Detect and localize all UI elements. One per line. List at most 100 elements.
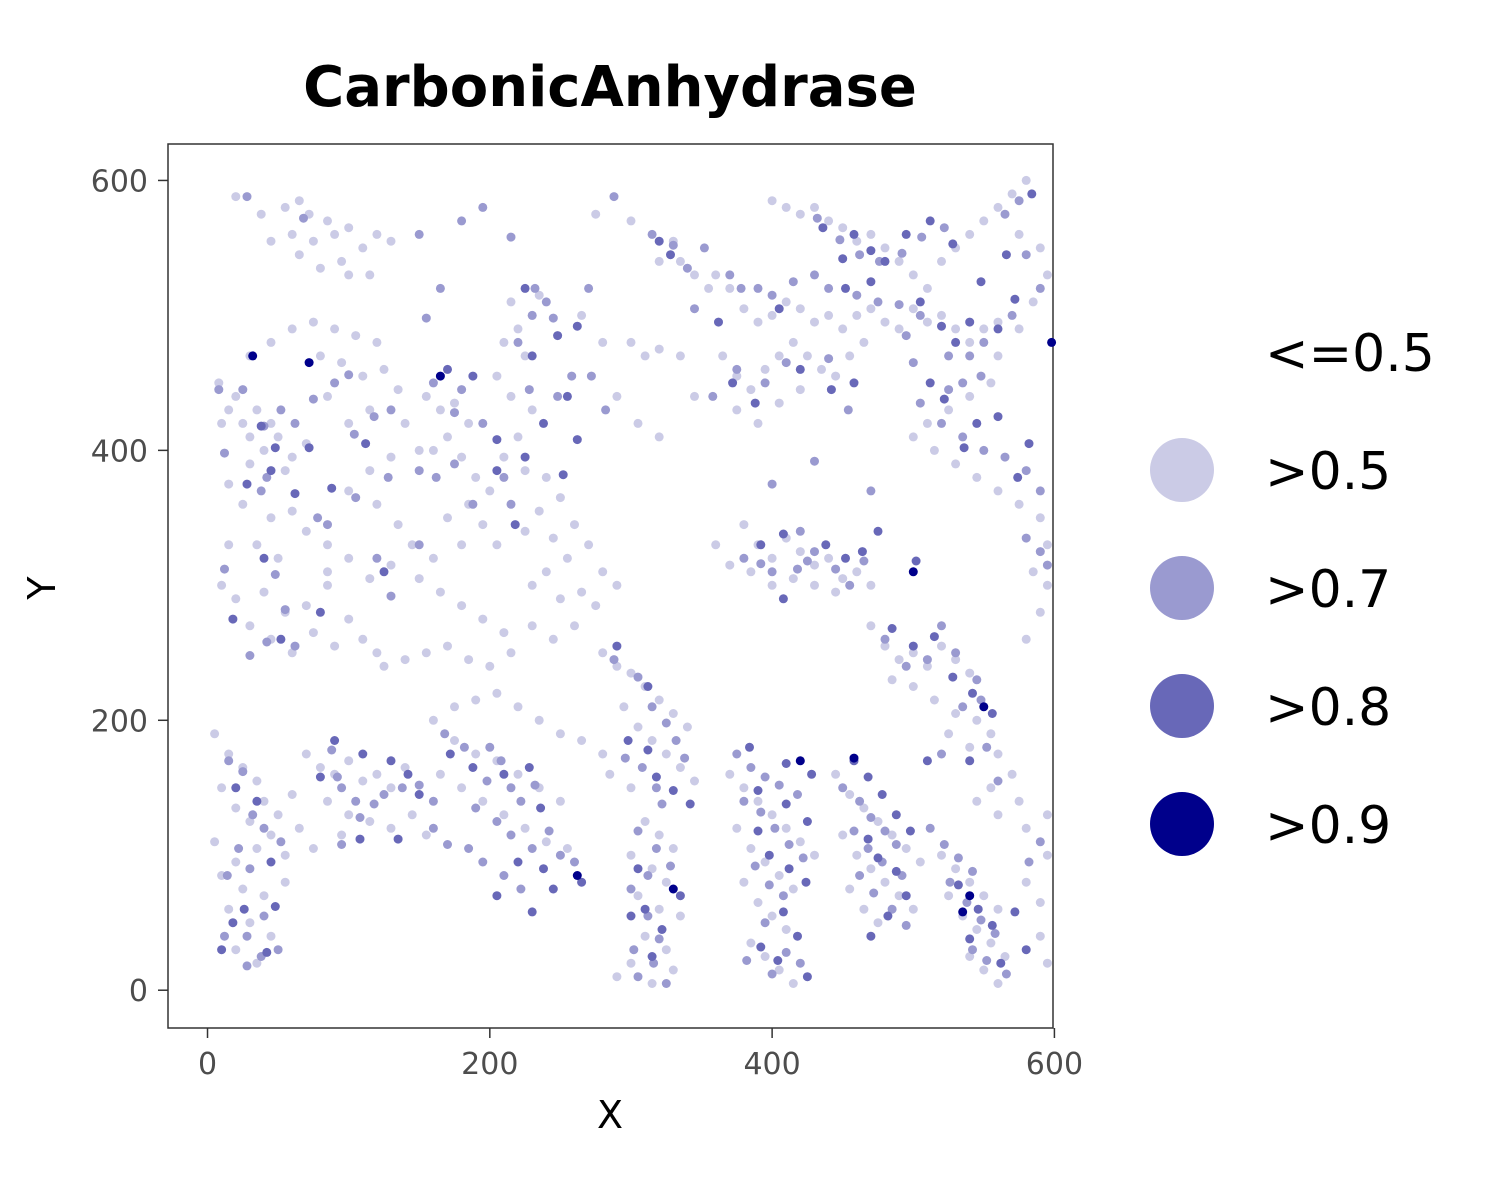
data-point xyxy=(1007,310,1017,320)
data-point xyxy=(414,466,424,476)
data-point xyxy=(859,904,869,914)
data-point xyxy=(520,823,530,833)
data-point xyxy=(344,553,354,563)
data-point xyxy=(993,351,1003,361)
data-point xyxy=(435,405,445,415)
data-point xyxy=(586,371,596,381)
data-point xyxy=(527,405,537,415)
data-point xyxy=(760,857,770,867)
data-point xyxy=(372,337,382,347)
data-point xyxy=(555,850,565,860)
data-point xyxy=(553,391,563,401)
data-point xyxy=(633,672,643,682)
data-point xyxy=(838,223,848,233)
data-point xyxy=(584,283,594,293)
data-point xyxy=(690,304,699,314)
data-point xyxy=(440,729,450,739)
data-point xyxy=(824,283,834,293)
data-point xyxy=(239,904,249,914)
data-point xyxy=(852,850,862,860)
data-point xyxy=(397,783,407,793)
data-point xyxy=(414,540,424,550)
data-point xyxy=(1042,540,1052,550)
data-point xyxy=(598,648,608,658)
data-point xyxy=(259,553,269,563)
data-point xyxy=(810,202,819,212)
points-layer xyxy=(210,175,1057,988)
data-point xyxy=(937,621,946,631)
data-point xyxy=(993,324,1003,334)
data-point xyxy=(633,864,643,874)
data-point xyxy=(831,769,841,779)
data-point xyxy=(510,520,520,530)
data-point xyxy=(478,418,488,428)
data-point xyxy=(767,310,777,320)
data-point xyxy=(536,803,546,813)
data-point xyxy=(266,466,276,476)
data-point xyxy=(287,506,297,516)
data-point xyxy=(478,796,488,806)
data-point xyxy=(1035,486,1045,496)
data-point xyxy=(979,445,989,455)
data-point xyxy=(647,229,657,239)
data-point xyxy=(1014,499,1024,509)
data-point xyxy=(527,621,537,631)
data-point xyxy=(210,837,220,847)
data-point xyxy=(880,243,890,253)
data-point xyxy=(873,526,883,536)
data-point xyxy=(428,715,438,725)
data-point xyxy=(753,826,763,836)
data-point xyxy=(922,655,932,665)
data-point xyxy=(304,358,314,368)
data-point xyxy=(238,499,248,509)
data-point xyxy=(527,310,537,320)
data-point xyxy=(767,911,777,921)
data-point xyxy=(979,965,989,975)
data-point xyxy=(214,385,224,395)
data-point xyxy=(640,904,650,914)
data-point xyxy=(937,749,946,759)
data-point xyxy=(951,864,961,874)
y-axis-title: Y xyxy=(20,576,64,601)
data-point xyxy=(951,655,961,665)
data-point xyxy=(753,317,763,327)
data-point xyxy=(668,709,678,718)
data-point xyxy=(753,796,763,806)
data-point xyxy=(252,540,262,550)
data-point xyxy=(323,391,332,401)
data-point xyxy=(756,540,766,550)
data-point xyxy=(767,479,777,489)
data-point xyxy=(953,853,963,863)
data-point xyxy=(262,637,272,647)
data-point xyxy=(222,871,232,880)
data-point xyxy=(482,776,492,786)
data-point xyxy=(379,661,389,671)
data-point xyxy=(313,513,323,523)
data-point xyxy=(901,229,911,239)
data-point xyxy=(234,844,244,853)
data-point xyxy=(280,605,290,615)
data-point xyxy=(323,580,332,590)
data-point xyxy=(577,310,587,320)
data-point xyxy=(711,270,721,280)
data-point xyxy=(351,796,361,806)
data-point xyxy=(527,580,537,590)
legend-key xyxy=(1150,438,1214,502)
data-point xyxy=(753,898,763,907)
data-point xyxy=(572,435,582,445)
data-point xyxy=(513,769,523,779)
data-point xyxy=(372,553,382,563)
data-point xyxy=(308,317,318,327)
data-point xyxy=(506,232,516,242)
data-point xyxy=(471,695,481,705)
data-point xyxy=(530,283,540,293)
data-point xyxy=(506,783,516,793)
data-point xyxy=(361,439,371,449)
data-point xyxy=(887,904,897,914)
data-point xyxy=(773,956,783,965)
data-point xyxy=(1035,607,1045,617)
x-tick-label: 600 xyxy=(1026,1047,1083,1082)
data-point xyxy=(457,783,467,793)
data-point xyxy=(944,729,954,739)
data-point xyxy=(323,796,332,806)
